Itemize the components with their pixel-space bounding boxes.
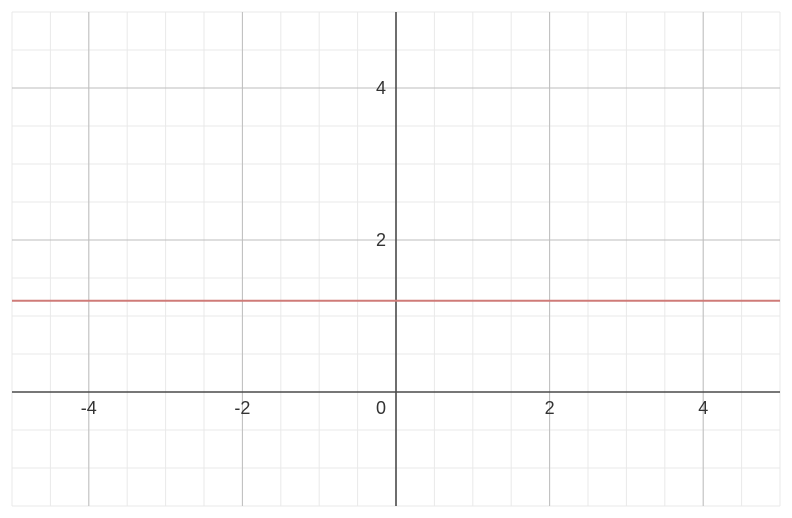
x-tick-label: -2	[234, 398, 250, 418]
origin-label: 0	[376, 398, 386, 418]
y-tick-label: 4	[376, 78, 386, 98]
coordinate-grid-chart: -4 -2 2 4 2 4 0	[0, 0, 792, 518]
x-tick-label: 2	[545, 398, 555, 418]
y-tick-label: 2	[376, 230, 386, 250]
x-tick-label: -4	[81, 398, 97, 418]
chart-svg: -4 -2 2 4 2 4 0	[0, 0, 792, 518]
x-tick-label: 4	[698, 398, 708, 418]
